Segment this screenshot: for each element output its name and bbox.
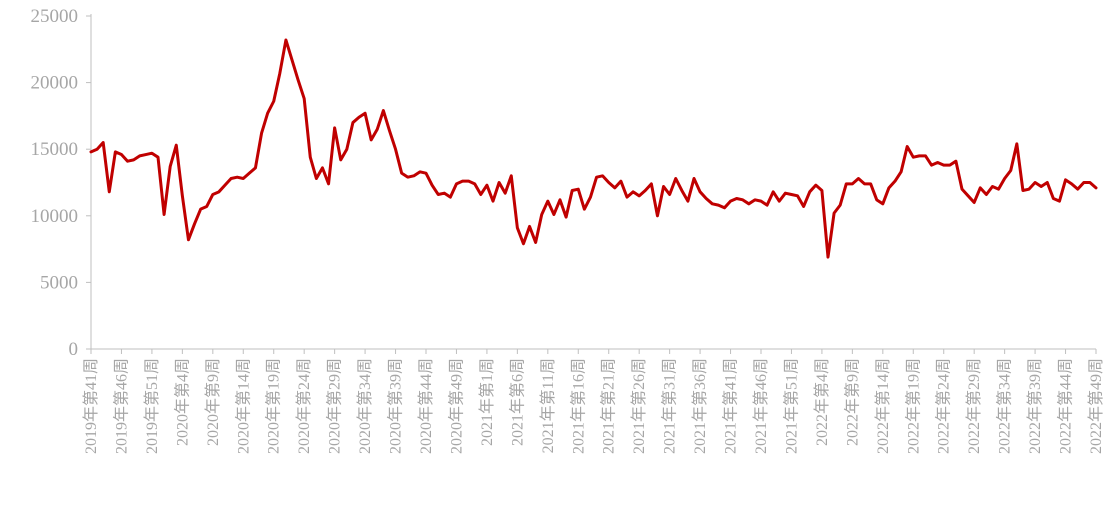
y-tick-label: 20000 (31, 73, 79, 94)
x-tick-label: 2020年第4周 (173, 358, 191, 446)
x-tick-label: 2020年第44周 (417, 358, 435, 454)
x-tick-label: 2021年第6周 (508, 358, 526, 446)
x-tick-label: 2021年第11周 (539, 358, 557, 453)
x-tick-label: 2019年第46周 (112, 358, 130, 454)
x-tick-label: 2022年第34周 (996, 358, 1014, 454)
x-tick-label: 2022年第4周 (813, 358, 831, 446)
x-tick-label: 2021年第46周 (752, 358, 770, 454)
x-tick-label: 2022年第19周 (904, 358, 922, 454)
x-tick-label: 2019年第41周 (82, 358, 100, 454)
x-tick-label: 2022年第44周 (1057, 358, 1075, 454)
y-tick-label: 25000 (31, 6, 79, 27)
x-tick-label: 2022年第9周 (843, 358, 861, 446)
x-tick-label: 2021年第1周 (478, 358, 496, 446)
series-line (89, 38, 1098, 259)
y-tick-label: 0 (69, 339, 79, 360)
x-tick-label: 2022年第14周 (874, 358, 892, 454)
x-tick-label: 2021年第26周 (630, 358, 648, 454)
x-tick-label: 2022年第24周 (935, 358, 953, 454)
x-tick-label: 2021年第21周 (600, 358, 618, 454)
x-tick-label: 2022年第39周 (1026, 358, 1044, 454)
x-tick-label: 2021年第36周 (691, 358, 709, 454)
y-tick-label: 10000 (31, 206, 79, 227)
x-tick-label: 2020年第14周 (234, 358, 252, 454)
x-tick-label: 2021年第41周 (722, 358, 740, 454)
x-tick-label: 2020年第24周 (295, 358, 313, 454)
series-layer (89, 38, 1098, 259)
y-tick-label: 15000 (31, 139, 79, 160)
x-tick-label: 2019年第51周 (143, 358, 161, 454)
y-axis: 0 5000 10000 15000 20000 25000 (31, 6, 92, 360)
y-tick-label: 5000 (40, 272, 78, 293)
x-tick-label: 2021年第16周 (569, 358, 587, 454)
x-axis: 2019年第41周 2019年第46周 2019年第51周 2020年第4周 2020年… (82, 348, 1105, 454)
x-tick-label: 2020年第19周 (265, 358, 283, 454)
x-tick-label: 2020年第29周 (326, 358, 344, 454)
x-tick-label: 2020年第49周 (447, 358, 465, 454)
x-tick-label: 2021年第51周 (782, 358, 800, 454)
x-tick-label: 2021年第31周 (661, 358, 679, 454)
x-tick-label: 2022年第29周 (965, 358, 983, 454)
x-tick-label: 2022年第49周 (1087, 358, 1105, 454)
x-tick-label: 2020年第39周 (387, 358, 405, 454)
x-tick-label: 2020年第34周 (356, 358, 374, 454)
x-tick-label: 2020年第9周 (204, 358, 222, 446)
